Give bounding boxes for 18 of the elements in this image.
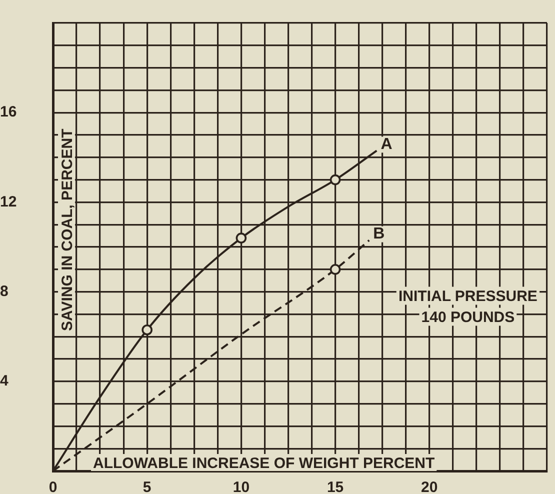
x-tick-label: 10 (232, 479, 250, 494)
series-label: A (380, 136, 393, 154)
y-axis-title: SAVING IN COAL, PERCENT (59, 128, 76, 331)
y-tick-label: 8 (0, 282, 8, 300)
y-tick-label: 16 (0, 104, 17, 121)
x-tick-label: 15 (326, 479, 344, 494)
series-label: B (373, 226, 385, 243)
point (330, 264, 341, 275)
point (236, 232, 247, 244)
x-axis-title: ALLOWABLE INCREASE OF WEIGHT PERCENT (93, 455, 435, 472)
x-tick-label: 20 (421, 479, 438, 494)
annotation: INITIAL PRESSURE 140 POUNDS (398, 288, 538, 326)
x-tick-label: 0 (48, 479, 58, 494)
y-tick-label: 4 (0, 372, 9, 390)
point (330, 174, 341, 186)
x-tick-label: 5 (142, 479, 152, 494)
point (142, 324, 152, 336)
y-tick-label: 12 (0, 193, 17, 210)
